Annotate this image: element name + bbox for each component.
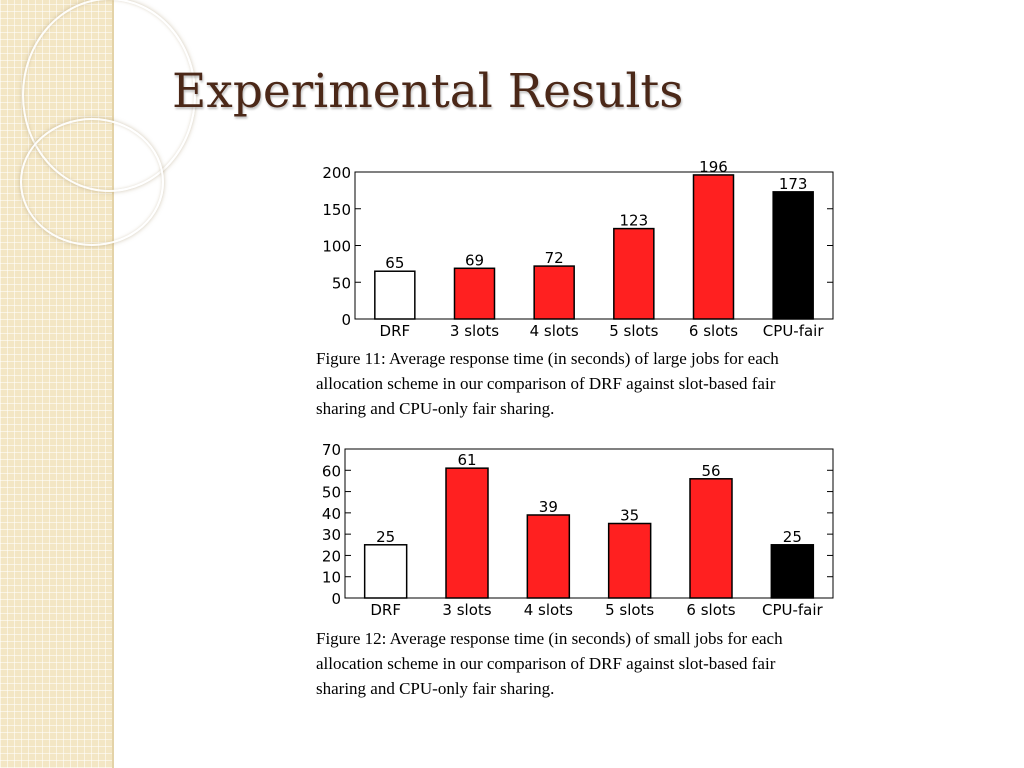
data-label: 72 bbox=[545, 249, 564, 267]
bar-6-slots bbox=[692, 174, 735, 320]
bar-drf bbox=[363, 544, 408, 599]
data-label: 123 bbox=[620, 212, 649, 230]
bar-cpu-fair bbox=[770, 544, 815, 599]
slide-title: Experimental Results bbox=[172, 64, 684, 119]
data-label: 61 bbox=[457, 451, 476, 469]
data-label: 56 bbox=[701, 462, 720, 480]
x-tick-label: 6 slots bbox=[686, 601, 735, 619]
bar-4-slots bbox=[526, 514, 571, 599]
bar-5-slots bbox=[613, 227, 655, 320]
y-tick-label: 0 bbox=[331, 590, 341, 608]
y-tick-label: 50 bbox=[332, 274, 351, 292]
chart-large-jobs: 0 50 100 150 200 65 DRF 69 3 slots 72 4 slots 123 5 … bbox=[322, 158, 834, 340]
y-tick-label: 0 bbox=[341, 311, 351, 329]
bar-6-slots bbox=[689, 478, 733, 599]
chart-small-jobs: 0 10 20 30 40 50 60 70 25 DRF 61 3 slots 39 4 slots 35… bbox=[322, 441, 834, 619]
plot-frame bbox=[354, 171, 834, 320]
x-tick-label: CPU-fair bbox=[762, 601, 824, 619]
x-tick-label: 3 slots bbox=[450, 322, 499, 340]
bar-cpu-fair bbox=[772, 191, 814, 320]
data-label: 25 bbox=[376, 528, 395, 546]
x-tick-label: 5 slots bbox=[609, 322, 658, 340]
x-tick-label: 4 slots bbox=[524, 601, 573, 619]
data-label: 65 bbox=[385, 254, 404, 272]
x-tick-label: 5 slots bbox=[605, 601, 654, 619]
data-label: 173 bbox=[779, 175, 808, 193]
y-tick-label: 60 bbox=[322, 462, 341, 480]
data-label: 35 bbox=[620, 507, 639, 525]
y-tick-label: 20 bbox=[322, 547, 341, 565]
figure-11-caption: Figure 11: Average response time (in sec… bbox=[316, 349, 779, 418]
x-tick-label: DRF bbox=[370, 601, 401, 619]
y-tick-label: 40 bbox=[322, 505, 341, 523]
x-tick-label: 6 slots bbox=[689, 322, 738, 340]
bar-3-slots bbox=[453, 267, 496, 320]
bar-4-slots bbox=[533, 265, 575, 320]
bar-drf bbox=[374, 270, 416, 320]
decorative-rings bbox=[0, 0, 200, 300]
x-tick-label: CPU-fair bbox=[763, 322, 825, 340]
y-tick-label: 30 bbox=[322, 526, 341, 544]
data-label: 69 bbox=[465, 251, 484, 269]
y-tick-label: 150 bbox=[322, 201, 351, 219]
x-tick-label: 4 slots bbox=[530, 322, 579, 340]
y-tick-label: 10 bbox=[322, 569, 341, 587]
data-label: 25 bbox=[783, 528, 802, 546]
data-label: 39 bbox=[539, 498, 558, 516]
ring-lower bbox=[20, 118, 164, 246]
plot-frame bbox=[344, 448, 834, 599]
y-tick-label: 100 bbox=[322, 238, 351, 256]
y-tick-label: 70 bbox=[322, 441, 341, 459]
figure-12-caption: Figure 12: Average response time (in sec… bbox=[316, 629, 783, 698]
y-tick-label: 50 bbox=[322, 484, 341, 502]
x-tick-label: 3 slots bbox=[442, 601, 491, 619]
x-tick-label: DRF bbox=[380, 322, 411, 340]
y-tick-label: 200 bbox=[322, 164, 351, 182]
bar-5-slots bbox=[607, 522, 652, 599]
bar-3-slots bbox=[445, 467, 489, 599]
data-label: 196 bbox=[699, 158, 728, 176]
